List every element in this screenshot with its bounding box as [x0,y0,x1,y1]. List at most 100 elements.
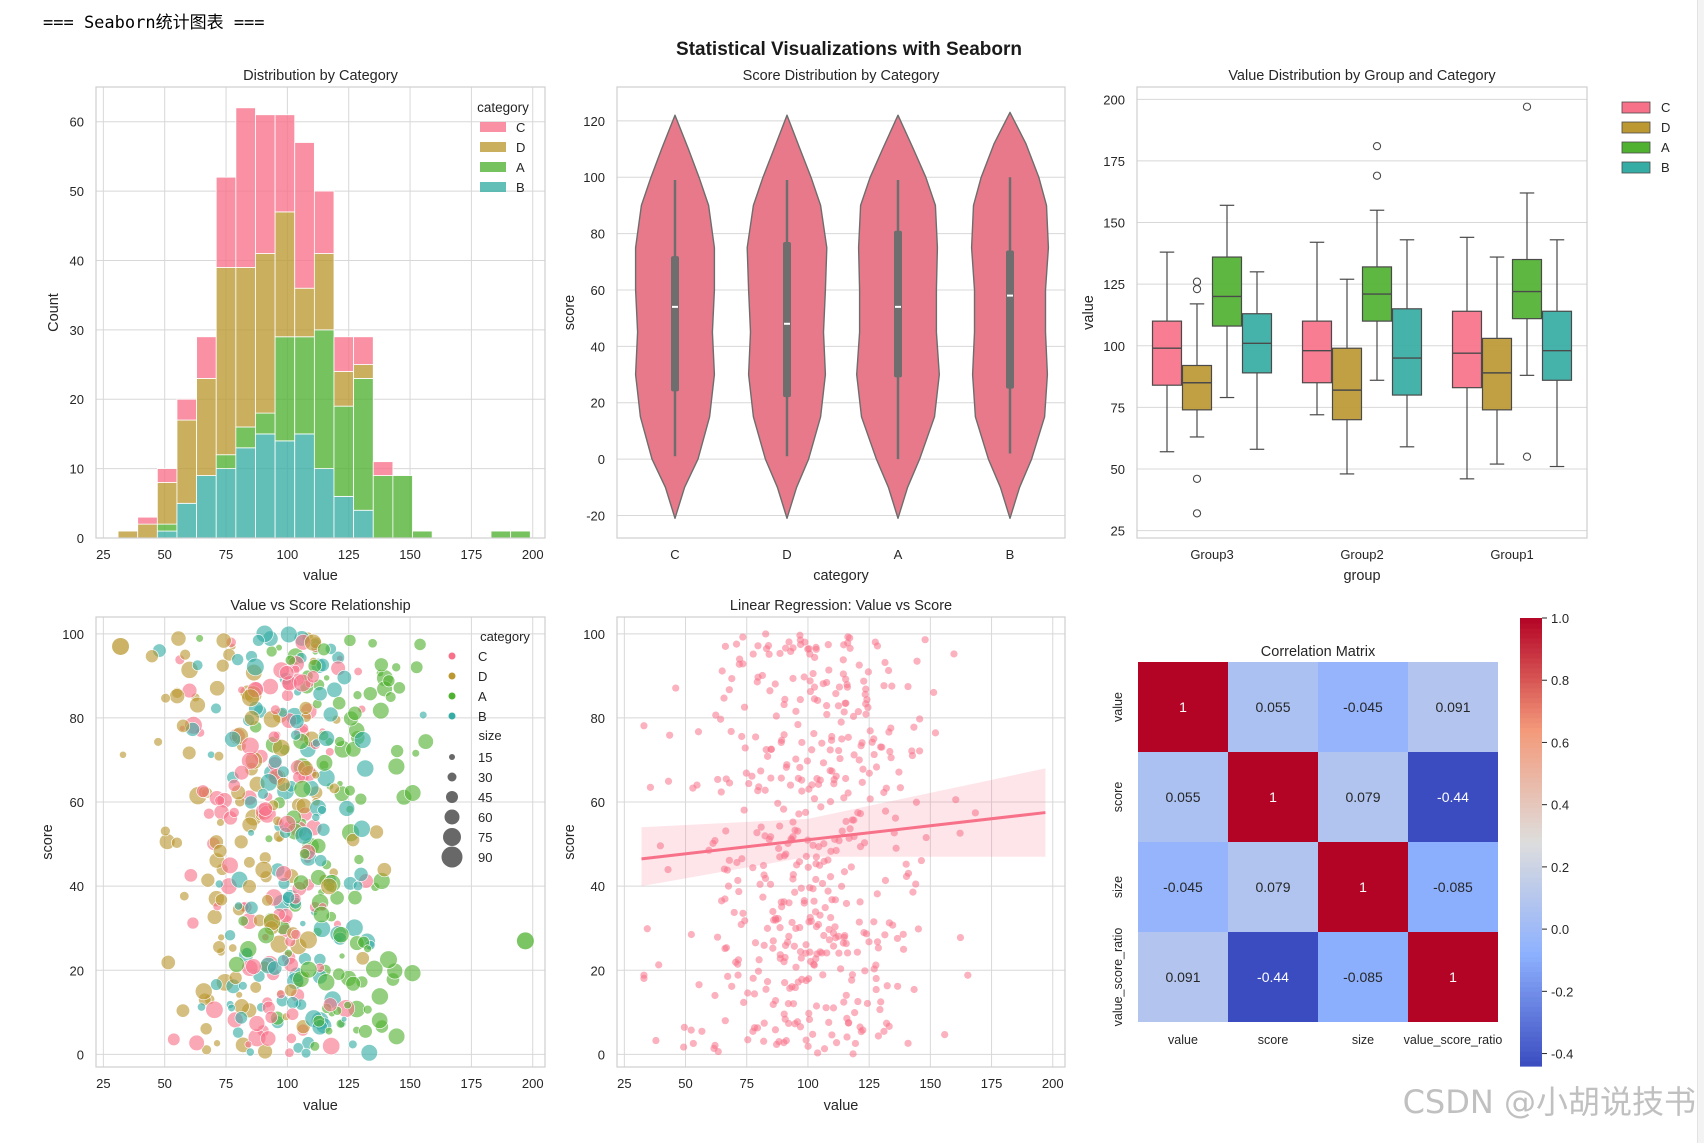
colorbar-segment [1520,946,1542,953]
scatter1-point-A [363,944,372,953]
reg-ci-band [641,768,1046,887]
reg-point [757,823,765,831]
scatter1-point-C [322,997,338,1013]
box-Group3-A [1211,256,1243,327]
box-legend-swatch [1621,161,1651,174]
reg-point [819,680,827,688]
scatter1-point-A [370,987,389,1006]
scatter1-point-B [282,891,295,904]
box-legend-label: C [1661,100,1670,115]
box-xtick-label: Group3 [1190,547,1233,562]
colorbar-segment [1520,911,1542,918]
reg-point [798,738,806,747]
colorbar-segment [1520,822,1542,828]
heatmap-cell-value: -0.045 [1343,699,1383,715]
scatter1-point-A [410,660,424,674]
colorbar-segment [1520,637,1542,644]
hist-bar-C [137,516,158,525]
colorbar-segment [1520,782,1542,788]
scatter1-xlabel: value [303,1098,338,1114]
scatter1-point-D [182,745,197,761]
reg-point [716,715,725,723]
reg-point [812,1002,821,1010]
reg-point [854,997,862,1006]
reg-point [838,827,846,835]
scatter1-point-A [417,733,434,750]
colorbar-segment [1520,866,1542,873]
reg-point [767,774,775,782]
reg-point [680,1023,688,1031]
reg-point [873,938,882,946]
hist-bar-B [196,475,217,539]
reg-point [742,769,750,777]
reg-point [789,644,797,652]
heatmap-cell [1228,842,1318,932]
scatter1-point-C [279,665,295,681]
colorbar-segment [1520,936,1542,943]
scatter1-point-D [206,909,223,925]
colorbar-segment [1520,752,1542,758]
reg-point [794,827,802,835]
reg-point [871,638,879,646]
colorbar-segment [1520,951,1542,958]
reg-point [870,918,878,926]
colorbar-segment [1520,1021,1542,1027]
box-legend-label: B [1661,160,1670,175]
reg-point [893,934,902,943]
reg-point [952,796,960,804]
reg-point [805,918,813,926]
scatter1-point-B [224,730,241,748]
scatter1-point-C [188,1034,205,1052]
reg-point [904,682,912,691]
violin-ytick-label: -20 [586,508,605,523]
reg-point [792,755,800,763]
scatter1-point-A [354,792,368,806]
colorbar-segment [1520,986,1542,992]
reg-point [714,775,722,784]
reg-point [843,949,852,957]
reg-point [891,814,900,822]
heatmap-cell-value: 0.055 [1165,789,1200,805]
scatter1-point-C [196,784,210,798]
box-flier [1522,102,1532,111]
scatter1-point-C [278,815,297,833]
reg-point [740,998,748,1006]
scatter1-xtick-label: 25 [96,1076,110,1091]
scatter1-point-A [312,905,331,924]
colorbar-segment [1520,1051,1542,1057]
scatter1-size-marker [447,772,457,782]
reg-point [931,729,940,737]
scatter1-point-D [298,701,313,715]
reg-xtick-label: 50 [678,1076,692,1091]
scatter1-point-D [169,688,186,705]
colorbar-segment [1520,642,1542,649]
reg-point [913,657,921,665]
colorbar-segment [1520,906,1542,913]
scatter1-point-A [390,744,404,758]
vertical-scrollbar[interactable] [1697,0,1704,1143]
scatter1-size-marker [444,809,460,825]
hist-bar-A [353,378,374,511]
scatter1-size-marker [443,828,461,846]
reg-point [725,686,733,694]
scatter1-point-B [419,710,428,720]
heatmap-cell [1408,932,1498,1022]
scatter1-point-B [322,706,339,723]
reg-point [810,897,818,905]
scatter1-point-D [346,833,360,847]
reg-point [786,781,795,789]
reg-point [739,633,747,641]
scatter1-point-A [362,1004,373,1015]
scatter1-size-label: 75 [478,830,492,845]
reg-point [855,661,863,669]
reg-point [757,767,765,775]
reg-point [887,754,895,762]
heatmap-cell-value: -0.085 [1343,969,1383,985]
reg-point [695,981,703,989]
reg-point [865,769,873,777]
scatter1-point-A [391,662,401,673]
colorbar-segment [1520,1056,1542,1062]
reg-point [775,844,783,853]
reg-point [720,694,728,702]
scatter1-point-A [312,1014,326,1028]
